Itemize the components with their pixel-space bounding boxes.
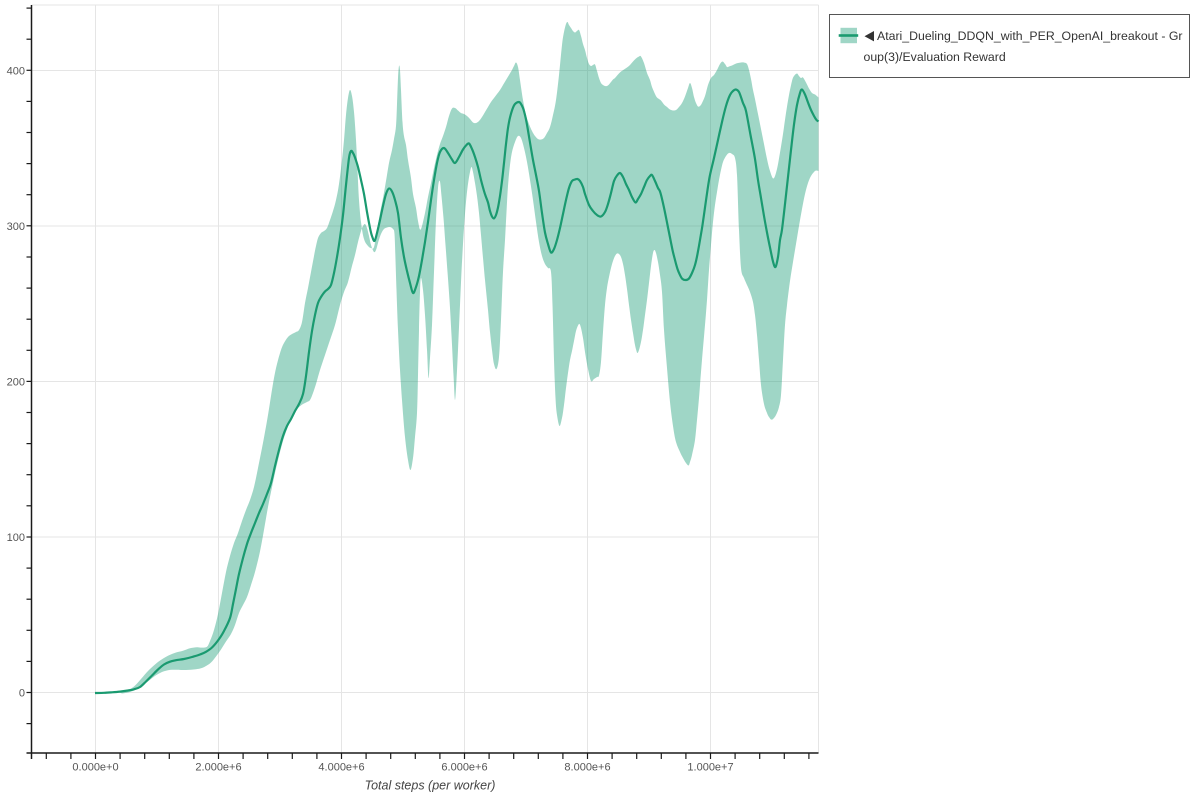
svg-text:400: 400: [7, 66, 25, 78]
svg-text:0.000e+0: 0.000e+0: [72, 762, 118, 774]
svg-text:100: 100: [7, 532, 25, 544]
svg-text:Total steps (per worker): Total steps (per worker): [365, 779, 496, 793]
svg-text:2.000e+6: 2.000e+6: [195, 762, 241, 774]
svg-text:Atari_Dueling_DDQN_with_PER_Op: Atari_Dueling_DDQN_with_PER_OpenAI_break…: [877, 29, 1183, 43]
svg-text:6.000e+6: 6.000e+6: [441, 762, 487, 774]
svg-text:200: 200: [7, 377, 25, 389]
svg-text:300: 300: [7, 221, 25, 233]
svg-text:4.000e+6: 4.000e+6: [318, 762, 364, 774]
svg-text:0: 0: [19, 688, 25, 700]
svg-text:oup(3)/Evaluation Reward: oup(3)/Evaluation Reward: [864, 50, 1006, 64]
svg-text:1.000e+7: 1.000e+7: [687, 762, 733, 774]
svg-text:8.000e+6: 8.000e+6: [564, 762, 610, 774]
